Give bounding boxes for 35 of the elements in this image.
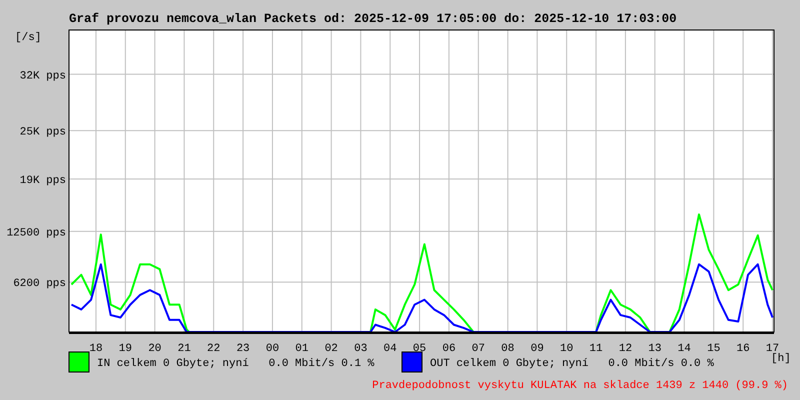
x-tick-label: 03 [354,343,368,355]
legend-label: OUT celkem 0 Gbyte; nyní 0.0 Mbit/s 0.0 % [430,358,714,370]
y-tick-label: 25K pps [20,126,66,139]
y-tick-label: 19K pps [20,174,66,187]
x-tick-label: 04 [384,343,398,355]
x-tick-label: 09 [530,343,544,355]
x-axis-title: [h] [771,353,791,365]
x-tick-label: 11 [589,343,604,355]
y-axis-title: [/s] [15,32,42,44]
legend-label: IN celkem 0 Gbyte; nyní 0.0 Mbit/s 0.1 % [97,358,375,370]
line-series [70,263,774,333]
x-tick-label: 12 [618,343,632,355]
chart-title: Graf provozu nemcova_wlan Packets od: 2025-12-09 17:05:00 do: 2025-12-10 17:03:00 [69,12,677,26]
x-tick-label: 15 [707,343,720,355]
x-tick-label: 08 [501,343,514,355]
x-tick-label: 07 [472,343,485,355]
x-tick-label: 20 [148,343,162,355]
x-tick-label: 05 [412,343,426,355]
x-tick-label: 02 [324,343,338,355]
y-tick-label: 6200 pps [13,278,66,290]
x-tick-label: 01 [295,343,309,355]
y-tick-label: 12500 pps [6,227,66,240]
y-tick-label: 32K pps [20,70,66,82]
x-tick-label: 19 [118,343,132,355]
x-tick-label: 18 [89,343,103,355]
x-tick-label: 00 [266,343,280,355]
x-tick-label: 13 [648,343,662,355]
x-tick-label: 06 [442,343,456,355]
x-tick-label: 14 [678,343,692,355]
text: Pravdepodobnost vyskytu KULATAK na skladce 1439 z 1440 (99.9 %) [372,380,788,392]
x-tick-label: 23 [236,343,250,355]
x-tick-label: 21 [178,343,192,355]
x-tick-label: 10 [560,343,574,355]
x-tick-label: 16 [736,343,750,355]
x-tick-label: 22 [207,343,220,355]
